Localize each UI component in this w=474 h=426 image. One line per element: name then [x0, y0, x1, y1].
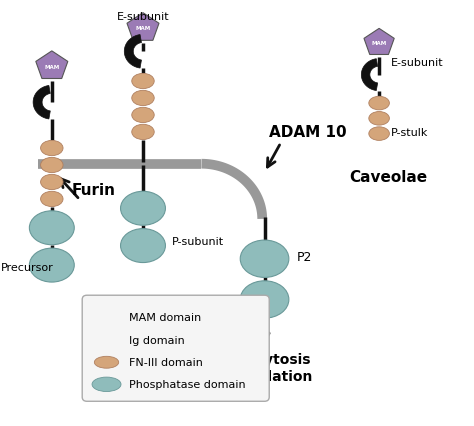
Polygon shape	[96, 308, 117, 326]
Text: FN-III domain: FN-III domain	[129, 357, 203, 367]
Ellipse shape	[41, 175, 63, 190]
Text: E-subunit: E-subunit	[391, 58, 443, 68]
Ellipse shape	[94, 357, 118, 368]
Text: MAM: MAM	[136, 26, 151, 32]
Ellipse shape	[41, 158, 63, 173]
Ellipse shape	[369, 97, 389, 111]
Ellipse shape	[41, 192, 63, 207]
Ellipse shape	[120, 192, 165, 226]
Text: P-subunit: P-subunit	[172, 237, 224, 247]
Ellipse shape	[29, 248, 74, 282]
Text: P-stulk: P-stulk	[391, 128, 428, 138]
Ellipse shape	[240, 241, 289, 278]
Text: MAM: MAM	[372, 41, 387, 46]
Text: Phosphatase domain: Phosphatase domain	[129, 380, 246, 389]
Text: MAM: MAM	[99, 315, 114, 320]
Ellipse shape	[120, 229, 165, 263]
Ellipse shape	[92, 377, 121, 391]
Polygon shape	[94, 329, 106, 351]
Polygon shape	[33, 86, 50, 120]
Ellipse shape	[41, 141, 63, 156]
Ellipse shape	[132, 91, 154, 106]
Ellipse shape	[132, 125, 154, 140]
Polygon shape	[127, 14, 159, 41]
Text: Endocytosis
Degradation: Endocytosis Degradation	[216, 353, 313, 383]
Text: Caveolae: Caveolae	[349, 170, 428, 184]
Text: MAM: MAM	[44, 64, 59, 69]
Text: ADAM 10: ADAM 10	[269, 125, 347, 140]
Ellipse shape	[29, 211, 74, 245]
Ellipse shape	[132, 74, 154, 89]
Polygon shape	[124, 35, 141, 69]
Polygon shape	[364, 29, 394, 55]
Polygon shape	[36, 52, 68, 79]
Text: Precursor: Precursor	[0, 262, 53, 273]
Ellipse shape	[369, 127, 389, 141]
FancyBboxPatch shape	[82, 296, 269, 401]
Text: Ig domain: Ig domain	[129, 335, 185, 345]
Ellipse shape	[369, 112, 389, 126]
Text: Furin: Furin	[72, 182, 116, 197]
Text: E-subunit: E-subunit	[117, 12, 169, 22]
Ellipse shape	[240, 281, 289, 318]
Polygon shape	[361, 60, 378, 91]
Ellipse shape	[132, 108, 154, 123]
Text: P2: P2	[296, 250, 312, 264]
Text: MAM domain: MAM domain	[129, 313, 201, 322]
